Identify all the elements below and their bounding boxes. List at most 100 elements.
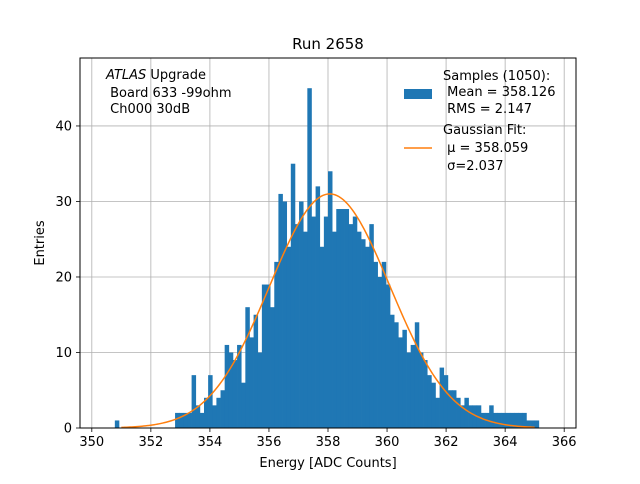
legend-fit-title: Gaussian Fit:	[443, 123, 526, 138]
histogram-bar	[319, 246, 325, 428]
histogram-bar	[340, 209, 345, 428]
histogram-bar	[423, 360, 428, 428]
histogram-bar	[431, 382, 436, 428]
histogram-bar	[328, 171, 333, 428]
x-tick-label: 362	[434, 435, 459, 450]
histogram-bar	[212, 405, 217, 428]
chart-title: Run 2658	[292, 35, 364, 53]
histogram-bar	[447, 390, 453, 428]
histogram-bar	[179, 412, 184, 428]
histogram-bar	[336, 209, 341, 428]
histogram-bar	[195, 405, 201, 428]
histogram-bar	[464, 397, 469, 428]
histogram-bar	[369, 224, 374, 428]
histogram-bar	[187, 412, 192, 428]
histogram-bar	[509, 412, 515, 428]
histogram-bar	[456, 397, 461, 428]
histogram-bar	[522, 412, 527, 428]
atlas-annotation: ATLAS Upgrade Board 633 -99ohm Ch000 30d…	[105, 68, 232, 117]
histogram-bar	[530, 420, 536, 428]
histogram-bar	[204, 397, 209, 428]
histogram-bar	[501, 412, 507, 428]
histogram-bar	[282, 201, 288, 428]
x-tick-label: 364	[493, 435, 518, 450]
histogram-bars	[114, 88, 540, 429]
histogram-bar	[526, 420, 531, 428]
annotation-line-1: ATLAS Upgrade	[105, 68, 206, 83]
histogram-bar	[299, 201, 304, 428]
y-tick-label: 10	[55, 346, 72, 361]
histogram-bar	[348, 224, 354, 428]
annotation-upgrade: Upgrade	[146, 68, 206, 83]
histogram-bar	[323, 216, 329, 428]
annotation-line-2: Board 633 -99ohm	[106, 86, 232, 101]
histogram-bar	[518, 412, 523, 428]
histogram-bar	[534, 420, 540, 428]
histogram-bar	[385, 284, 391, 428]
histogram-bar	[253, 314, 259, 428]
histogram-bar	[361, 239, 366, 428]
histogram-bar	[390, 314, 395, 428]
x-tick-label: 352	[138, 435, 163, 450]
histogram-bar	[402, 329, 407, 428]
histogram-bar	[278, 193, 283, 428]
histogram-bar	[216, 397, 221, 428]
legend-samples-rms: RMS = 2.147	[443, 102, 532, 117]
histogram-bar	[224, 344, 230, 428]
histogram-bar	[398, 337, 403, 428]
x-axis-label: Energy [ADC Counts]	[259, 456, 396, 471]
y-axis-label: Entries	[33, 220, 48, 266]
histogram-bar	[290, 163, 296, 428]
histogram-bar	[241, 382, 246, 428]
histogram-bar	[274, 261, 279, 428]
histogram-bar	[480, 412, 486, 428]
legend-samples-mean: Mean = 358.126	[443, 85, 555, 100]
axis-ticks: 350 352 354 356 358 360 362 364 366 0 10 20 30 40	[55, 119, 576, 450]
histogram-bar	[294, 224, 300, 428]
x-tick-label: 350	[79, 435, 104, 450]
histogram-bar	[175, 412, 180, 428]
histogram-bar	[315, 186, 321, 428]
legend: Samples (1050): Mean = 358.126 RMS = 2.1…	[404, 69, 555, 174]
histogram-bar	[199, 412, 205, 428]
legend-fit-mu: μ = 358.059	[443, 141, 528, 156]
histogram-bar	[410, 344, 416, 428]
histogram-bar	[497, 412, 502, 428]
histogram-bar	[427, 375, 432, 428]
legend-samples-title: Samples (1050):	[443, 69, 550, 84]
histogram-bar	[472, 405, 478, 428]
histogram-bar	[365, 246, 370, 428]
histogram-bar	[514, 412, 519, 428]
histogram-bar	[414, 322, 420, 428]
histogram-bar	[332, 231, 337, 428]
histogram-bar	[303, 231, 308, 428]
y-tick-label: 0	[64, 422, 72, 437]
y-tick-label: 30	[55, 195, 72, 210]
histogram-bar	[311, 216, 316, 428]
histogram-bar	[232, 360, 238, 428]
annotation-line-3: Ch000 30dB	[106, 102, 190, 117]
histogram-bar	[249, 337, 254, 428]
histogram-bar	[286, 246, 292, 428]
histogram-bar	[394, 322, 399, 428]
histogram-bar	[356, 231, 362, 428]
x-tick-label: 366	[552, 435, 577, 450]
gaussian-fit-line	[121, 193, 535, 429]
histogram-bar	[452, 390, 457, 428]
histogram-bar	[220, 390, 226, 428]
histogram-bar	[228, 352, 234, 428]
histogram-bar	[237, 344, 242, 428]
x-tick-label: 354	[197, 435, 222, 450]
histogram-bar	[270, 307, 275, 428]
legend-swatch-samples	[404, 89, 432, 99]
histogram-bar	[493, 412, 498, 428]
histogram-bar	[439, 367, 445, 428]
histogram-bar	[505, 412, 511, 428]
histogram-bar	[261, 284, 267, 428]
x-tick-label: 360	[375, 435, 400, 450]
histogram-bar	[352, 216, 358, 428]
legend-fit-sigma: σ=2.037	[443, 159, 503, 174]
histogram-bar	[208, 375, 213, 428]
